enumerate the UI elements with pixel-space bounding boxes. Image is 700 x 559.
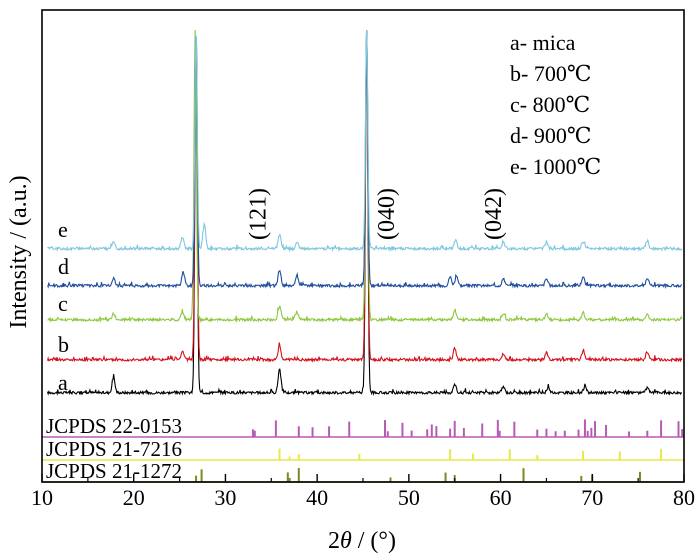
legend-entry: a- mica — [510, 30, 576, 55]
x-tick-label: 10 — [31, 485, 53, 510]
plane-label: (042) — [481, 188, 507, 240]
x-tick-label: 70 — [581, 485, 603, 510]
x-tick-label: 80 — [673, 485, 695, 510]
axis-ticks: 10 20 30 40 50 60 70 80 — [31, 474, 695, 510]
curve-label-e: e — [58, 217, 68, 242]
reference-label: JCPDS 22-0153 — [46, 414, 182, 438]
x-axis-title-theta: θ — [340, 528, 352, 554]
curve-label-c: c — [58, 291, 68, 316]
curve-label-b: b — [58, 332, 69, 357]
reference-label: JCPDS 21-7216 — [46, 437, 182, 461]
x-tick-label: 50 — [398, 485, 420, 510]
legend-entry: d- 900℃ — [510, 123, 591, 148]
plane-labels: (121) (040) (042) — [246, 188, 508, 240]
y-axis-title: Intensity / (a.u.) — [6, 175, 32, 328]
legend-entry: c- 800℃ — [510, 92, 590, 117]
x-axis-title-prefix: 2 — [328, 528, 340, 554]
x-tick-label: 40 — [306, 485, 328, 510]
curve-d — [46, 29, 682, 290]
reference-sticks — [195, 419, 684, 482]
reference-label: JCPDS 21-1272 — [46, 459, 182, 483]
legend-entry: b- 700℃ — [510, 61, 591, 86]
x-tick-label: 20 — [123, 485, 145, 510]
curve-label-a: a — [58, 370, 68, 395]
curve-label-d: d — [58, 254, 69, 279]
legend: a- mica b- 700℃ c- 800℃ d- 900℃ e- 1000℃ — [510, 30, 601, 179]
x-axis-title: 2θ / (°) — [328, 528, 396, 554]
x-axis-title-suffix: / (°) — [352, 528, 396, 554]
x-tick-label: 60 — [490, 485, 512, 510]
plane-label: (121) — [246, 188, 272, 240]
legend-entry: e- 1000℃ — [510, 154, 601, 179]
curve-e — [47, 29, 683, 253]
xrd-curves — [46, 29, 683, 397]
plane-label: (040) — [374, 188, 400, 240]
x-tick-label: 30 — [214, 485, 236, 510]
